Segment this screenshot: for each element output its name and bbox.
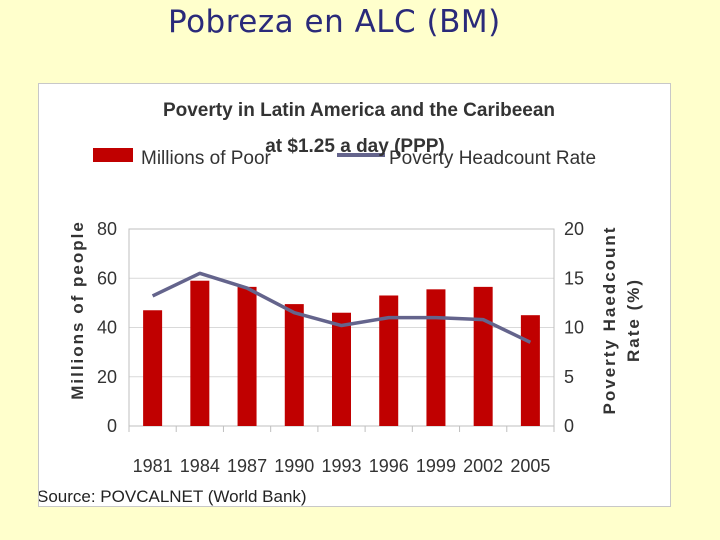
x-tick-label-1996: 1996 xyxy=(369,456,409,476)
bar-2002 xyxy=(473,286,493,426)
bar-1999 xyxy=(426,289,446,426)
y-left-tick-label: 20 xyxy=(97,367,117,387)
chart-title-line2: at $1.25 a day (PPP) xyxy=(265,136,445,157)
y-left-tick-label: 60 xyxy=(97,268,117,288)
y-right-tick-label: 5 xyxy=(564,367,574,387)
bar-1987 xyxy=(237,286,257,426)
y-right-tick-label: 10 xyxy=(564,318,584,338)
x-tick-label-1990: 1990 xyxy=(274,456,314,476)
y-left-axis-label: Millions of people xyxy=(68,220,87,400)
y-right-tick-label: 20 xyxy=(564,219,584,239)
source-note: Source: POVCALNET (World Bank) xyxy=(39,487,307,506)
x-tick-label-2002: 2002 xyxy=(463,456,503,476)
legend-label-line: Poverty Headcount Rate xyxy=(389,148,596,169)
x-tick-label-2005: 2005 xyxy=(510,456,550,476)
plot-area: 0 20 40 60 80 0 5 10 15 20 1981 1984 1987 1990 1993 199… xyxy=(97,219,584,476)
headcount-rate-line xyxy=(151,271,532,344)
poverty-chart: Poverty in Latin America and the Caribee… xyxy=(39,100,643,506)
slide-title: Pobreza en ALC (BM) xyxy=(168,4,501,40)
bar-1996 xyxy=(379,295,399,426)
y-right-axis-label-line2: Rate (%) xyxy=(624,278,643,362)
bar-2005 xyxy=(520,315,540,426)
legend-swatch-bars xyxy=(93,148,133,162)
chart-container: Poverty in Latin America and the Caribee… xyxy=(38,83,671,507)
legend-label-bars: Millions of Poor xyxy=(141,148,272,169)
x-tick-label-1987: 1987 xyxy=(227,456,267,476)
y-left-tick-label: 40 xyxy=(97,318,117,338)
x-tick-label-1981: 1981 xyxy=(133,456,173,476)
y-left-tick-label: 0 xyxy=(107,416,117,436)
bar-1981 xyxy=(143,310,163,426)
bar-1984 xyxy=(190,280,210,426)
y-right-axis-label-line1: Poverty Haedcount xyxy=(600,226,619,415)
bar-1993 xyxy=(332,312,351,426)
chart-title-line1: Poverty in Latin America and the Caribee… xyxy=(163,100,555,121)
y-right-tick-label: 0 xyxy=(564,416,574,436)
y-left-tick-label: 80 xyxy=(97,219,117,239)
x-tick-label-1984: 1984 xyxy=(180,456,220,476)
bar-1990 xyxy=(284,304,304,426)
x-tick-label-1993: 1993 xyxy=(321,456,361,476)
x-tick-label-1999: 1999 xyxy=(416,456,456,476)
y-right-tick-label: 15 xyxy=(564,268,584,288)
legend: Millions of Poor Poverty Headcount Rate xyxy=(93,148,596,169)
